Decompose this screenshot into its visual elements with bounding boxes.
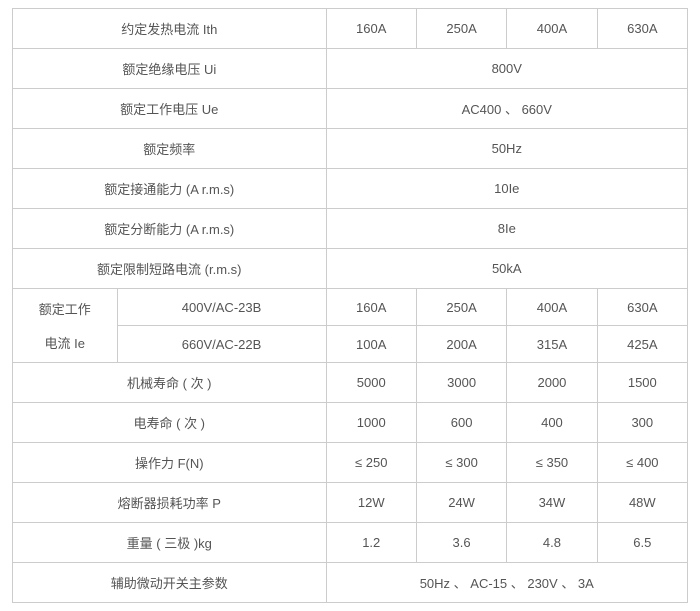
cell: 2000 [507,363,597,403]
cell: 800V [326,49,687,89]
cell: 34W [507,483,597,523]
cell: 250A [416,9,506,49]
table-row: 额定工作 电流 Ie 400V/AC-23B 160A 250A 400A 63… [13,289,688,326]
row-label: 操作力 F(N) [13,443,327,483]
cell: 315A [507,326,597,363]
row-group-label: 额定工作 电流 Ie [13,289,118,363]
spec-table: 约定发热电流 Ith 160A 250A 400A 630A 额定绝缘电压 Ui… [12,8,688,603]
row-label: 额定工作电压 Ue [13,89,327,129]
cell: ≤ 400 [597,443,687,483]
cell: 100A [326,326,416,363]
table-row: 机械寿命 ( 次 ) 5000 3000 2000 1500 [13,363,688,403]
table-row: 额定工作电压 Ue AC400 、 660V [13,89,688,129]
cell: 630A [597,289,687,326]
cell: 600 [416,403,506,443]
table-row: 操作力 F(N) ≤ 250 ≤ 300 ≤ 350 ≤ 400 [13,443,688,483]
cell: 4.8 [507,523,597,563]
cell: ≤ 250 [326,443,416,483]
cell: 24W [416,483,506,523]
cell: 6.5 [597,523,687,563]
table-row: 额定分断能力 (A r.m.s) 8Ie [13,209,688,249]
cell: ≤ 350 [507,443,597,483]
text: 电流 Ie [45,336,85,351]
cell: 10Ie [326,169,687,209]
table-row: 辅助微动开关主参数 50Hz 、 AC-15 、 230V 、 3A [13,563,688,603]
cell: 425A [597,326,687,363]
table-row: 约定发热电流 Ith 160A 250A 400A 630A [13,9,688,49]
row-sub-label: 660V/AC-22B [117,326,326,363]
cell: AC400 、 660V [326,89,687,129]
row-label: 重量 ( 三极 )kg [13,523,327,563]
cell: 1000 [326,403,416,443]
cell: 50Hz 、 AC-15 、 230V 、 3A [326,563,687,603]
cell: 8Ie [326,209,687,249]
cell: 50Hz [326,129,687,169]
row-label: 电寿命 ( 次 ) [13,403,327,443]
cell: 48W [597,483,687,523]
cell: 300 [597,403,687,443]
cell: 400A [507,289,597,326]
cell: 50kA [326,249,687,289]
table-row: 额定频率 50Hz [13,129,688,169]
table-row: 额定绝缘电压 Ui 800V [13,49,688,89]
cell: 160A [326,289,416,326]
table-row: 额定接通能力 (A r.m.s) 10Ie [13,169,688,209]
text: 额定工作 [39,302,91,317]
cell: 630A [597,9,687,49]
table-row: 电寿命 ( 次 ) 1000 600 400 300 [13,403,688,443]
cell: 3.6 [416,523,506,563]
cell: 3000 [416,363,506,403]
row-sub-label: 400V/AC-23B [117,289,326,326]
row-label: 额定频率 [13,129,327,169]
cell: 160A [326,9,416,49]
cell: 400 [507,403,597,443]
cell: ≤ 300 [416,443,506,483]
cell: 250A [416,289,506,326]
table-row: 重量 ( 三极 )kg 1.2 3.6 4.8 6.5 [13,523,688,563]
row-label: 额定限制短路电流 (r.m.s) [13,249,327,289]
row-label: 额定分断能力 (A r.m.s) [13,209,327,249]
cell: 1.2 [326,523,416,563]
cell: 400A [507,9,597,49]
cell: 5000 [326,363,416,403]
table-row: 额定限制短路电流 (r.m.s) 50kA [13,249,688,289]
row-label: 熔断器损耗功率 P [13,483,327,523]
row-label: 辅助微动开关主参数 [13,563,327,603]
cell: 12W [326,483,416,523]
cell: 1500 [597,363,687,403]
row-label: 约定发热电流 Ith [13,9,327,49]
row-label: 额定接通能力 (A r.m.s) [13,169,327,209]
table-row: 熔断器损耗功率 P 12W 24W 34W 48W [13,483,688,523]
row-label: 额定绝缘电压 Ui [13,49,327,89]
cell: 200A [416,326,506,363]
row-label: 机械寿命 ( 次 ) [13,363,327,403]
